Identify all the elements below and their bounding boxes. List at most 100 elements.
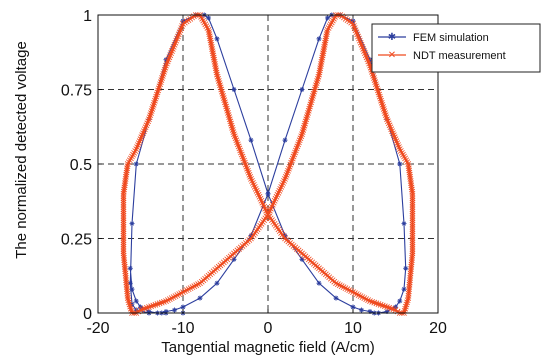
data-point-stroke (133, 146, 140, 152)
data-point-stroke (409, 254, 415, 261)
x-tick-label: -20 (86, 320, 109, 337)
data-point-stroke (121, 184, 128, 191)
data-point-stroke (409, 248, 416, 255)
data-point-stroke (120, 199, 127, 206)
data-point (379, 101, 386, 108)
data-point (223, 103, 229, 110)
data-point-stroke (230, 129, 237, 135)
data-point-stroke (373, 83, 380, 90)
data-point-stroke (122, 180, 128, 187)
data-point-stroke (162, 64, 169, 71)
data-point (189, 284, 196, 291)
data-point-stroke (157, 79, 164, 86)
data-point-stroke (123, 279, 130, 286)
data-point-stroke (120, 208, 127, 215)
data-point-stroke (335, 281, 341, 288)
data-point (409, 243, 416, 250)
data-point (120, 235, 127, 241)
data-point (375, 301, 382, 307)
data-point (409, 235, 416, 241)
data-point-stroke (176, 291, 183, 298)
data-point-stroke (122, 268, 129, 275)
data-point (187, 285, 194, 292)
data-point-stroke (122, 270, 129, 277)
data-point (120, 210, 127, 217)
data-point (371, 299, 378, 306)
data-point (294, 143, 301, 150)
data-point-stroke (123, 281, 130, 288)
data-point-stroke (292, 147, 299, 154)
data-point (133, 161, 139, 167)
data-point-stroke (195, 281, 201, 288)
data-point (160, 71, 167, 77)
data-point (409, 210, 416, 217)
data-point (374, 87, 381, 94)
data-point (163, 298, 169, 304)
data-point (401, 286, 407, 292)
data-point (305, 110, 311, 116)
data-point-stroke (405, 290, 412, 297)
data-point-stroke (204, 25, 211, 31)
data-point-stroke (392, 136, 399, 143)
data-point (300, 124, 307, 131)
data-point-stroke (405, 295, 412, 301)
data-point (120, 241, 127, 248)
data-point-stroke (147, 112, 154, 119)
data-point-stroke (393, 138, 400, 145)
data-point-stroke (371, 75, 377, 81)
data-point (402, 303, 409, 310)
data-point-stroke (307, 101, 314, 108)
data-point-stroke (245, 169, 252, 176)
data-point-stroke (322, 37, 329, 44)
data-point (309, 95, 316, 101)
data-point (299, 87, 305, 92)
data-point-stroke (321, 41, 328, 48)
data-point (350, 304, 356, 310)
data-point-stroke (397, 299, 402, 304)
data-point (409, 221, 416, 228)
data-point (231, 133, 238, 140)
data-point-stroke (222, 99, 228, 106)
data-point-stroke (262, 205, 269, 212)
data-point-stroke (377, 95, 384, 102)
data-point-stroke (315, 73, 322, 80)
data-point-stroke (350, 23, 357, 29)
data-point-stroke (217, 82, 223, 89)
data-point-stroke (120, 241, 127, 248)
data-point (386, 304, 393, 311)
data-point (225, 112, 232, 118)
data-point (376, 93, 383, 100)
data-point-stroke (388, 126, 395, 133)
data-point (390, 306, 397, 313)
data-point-stroke (120, 195, 127, 202)
data-point (145, 118, 152, 125)
y-tick-label: 1 (83, 8, 92, 25)
data-point (156, 300, 163, 307)
legend-ndt-swatch-marker: ✕ (388, 50, 396, 61)
data-point-stroke (137, 136, 144, 143)
data-point-stroke (409, 217, 416, 224)
data-point (409, 237, 416, 244)
data-point-stroke (203, 23, 210, 30)
data-point-stroke (157, 81, 163, 88)
data-point-stroke (143, 304, 150, 311)
data-point (150, 101, 157, 108)
data-point-stroke (228, 120, 234, 127)
data-point-stroke (295, 141, 302, 148)
data-point-stroke (394, 140, 401, 147)
data-point-stroke (409, 246, 416, 252)
data-point (159, 73, 166, 79)
data-point-stroke (135, 142, 141, 149)
data-point-stroke (150, 302, 157, 309)
data-point-stroke (352, 290, 358, 297)
data-point-stroke (256, 193, 263, 200)
data-point-stroke (200, 17, 207, 24)
data-point-stroke (254, 189, 261, 196)
data-point-stroke (241, 159, 248, 166)
data-point (121, 261, 128, 268)
data-point (325, 15, 330, 21)
data-point (283, 171, 290, 178)
series-layer (120, 12, 416, 316)
data-point-stroke (239, 153, 246, 160)
data-point-stroke (356, 35, 362, 42)
